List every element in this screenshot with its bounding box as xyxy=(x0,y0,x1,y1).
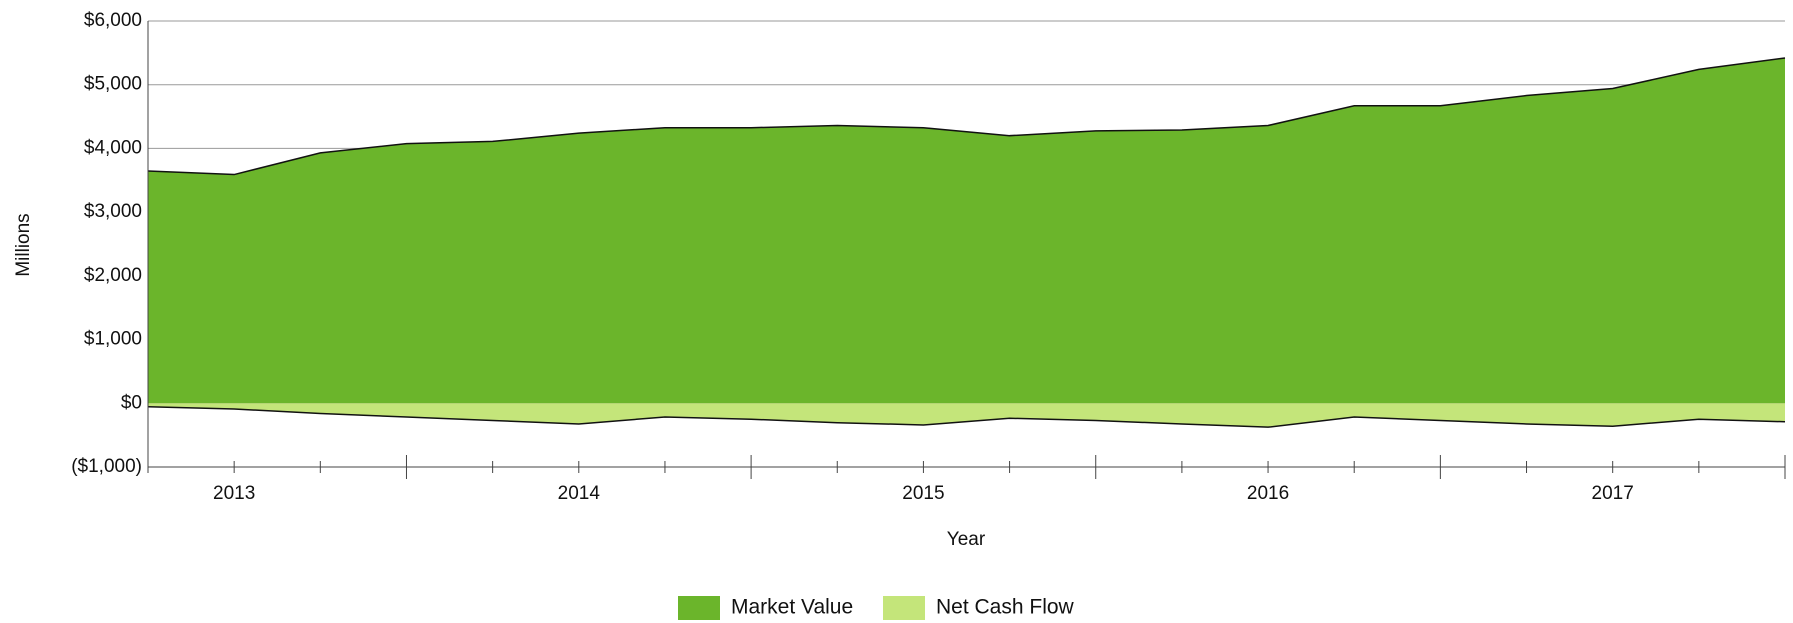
y-tick-label: $4,000 xyxy=(84,137,142,158)
area xyxy=(148,403,1785,428)
area-outline xyxy=(147,406,1786,428)
area xyxy=(148,57,1785,404)
y-tick-label: $3,000 xyxy=(84,201,142,222)
y-tick-label: $2,000 xyxy=(84,265,142,286)
y-tick-label: $5,000 xyxy=(84,74,142,95)
legend-label: Net Cash Flow xyxy=(936,596,1075,619)
x-tick-label: 2015 xyxy=(902,483,944,504)
legend-label: Market Value xyxy=(731,596,853,619)
x-tick-label: 2014 xyxy=(558,483,601,504)
x-tick-label: 2013 xyxy=(213,483,255,504)
x-axis-label: Year xyxy=(947,529,986,550)
x-tick-label: 2016 xyxy=(1247,483,1289,504)
legend-swatch xyxy=(678,596,720,620)
y-tick-label: $1,000 xyxy=(84,329,142,350)
y-tick-label: $0 xyxy=(121,392,142,413)
y-axis-label: Millions xyxy=(13,213,34,276)
legend-swatch xyxy=(883,596,925,620)
y-tick-label: $6,000 xyxy=(84,10,142,31)
x-tick-label: 2017 xyxy=(1592,483,1634,504)
y-tick-label: ($1,000) xyxy=(71,456,142,477)
area-outline xyxy=(147,57,1786,176)
